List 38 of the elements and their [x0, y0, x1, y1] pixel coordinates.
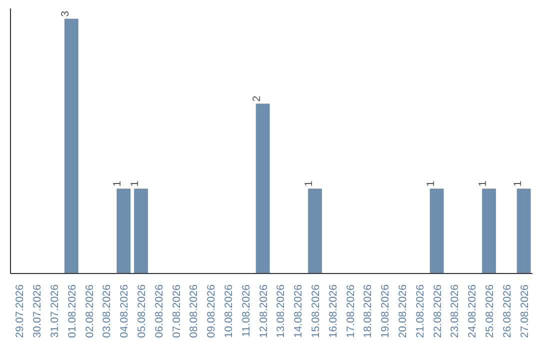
x-tick-label: 26.08.2026 [501, 284, 514, 338]
x-tick-label: 06.08.2026 [153, 284, 166, 338]
x-tick-label: 31.07.2026 [49, 284, 61, 338]
x-tick-label: 30.07.2026 [32, 284, 44, 338]
x-tick-label: 13.08.2026 [275, 284, 288, 338]
x-tick-label: 05.08.2026 [136, 284, 148, 338]
x-tick-label: 07.08.2026 [170, 284, 183, 338]
x-tick-label: 23.08.2026 [449, 284, 462, 338]
data-label: 2 [250, 96, 263, 102]
x-tick-label: 03.08.2026 [101, 284, 114, 338]
x-tick-label: 12.08.2026 [258, 284, 270, 338]
x-tick-label: 19.08.2026 [380, 284, 392, 338]
x-tick-label: 09.08.2026 [206, 284, 218, 338]
x-tick-label: 20.08.2026 [397, 284, 409, 338]
x-tick-label: 16.08.2026 [327, 284, 340, 338]
x-tick-label: 14.08.2026 [292, 284, 305, 338]
x-tick-label: 22.08.2026 [432, 284, 444, 338]
data-label: 1 [303, 180, 315, 187]
x-tick-label: 10.08.2026 [223, 284, 235, 338]
x-tick-label: 24.08.2026 [466, 284, 479, 338]
x-tick-label: 01.08.2026 [66, 284, 78, 338]
x-tick-label: 21.08.2026 [414, 284, 426, 338]
data-label: 1 [424, 180, 437, 187]
x-tick-label: 02.08.2026 [84, 284, 96, 338]
x-tick-label: 17.08.2026 [344, 284, 357, 338]
x-tick-label: 04.08.2026 [118, 284, 131, 338]
x-tick-label: 29.07.2026 [14, 284, 26, 338]
data-label: 3 [59, 10, 72, 17]
x-tick-label: 08.08.2026 [188, 284, 200, 338]
data-label: 1 [129, 180, 141, 187]
x-tick-label: 27.08.2026 [518, 284, 531, 338]
data-label: 1 [477, 180, 489, 187]
data-label: 1 [512, 180, 524, 187]
data-label: 1 [112, 180, 124, 187]
x-tick-label: 11.08.2026 [240, 284, 252, 338]
x-tick-label: 15.08.2026 [310, 284, 322, 338]
x-tick-label: 18.08.2026 [362, 284, 374, 338]
x-tick-label: 25.08.2026 [484, 284, 496, 338]
